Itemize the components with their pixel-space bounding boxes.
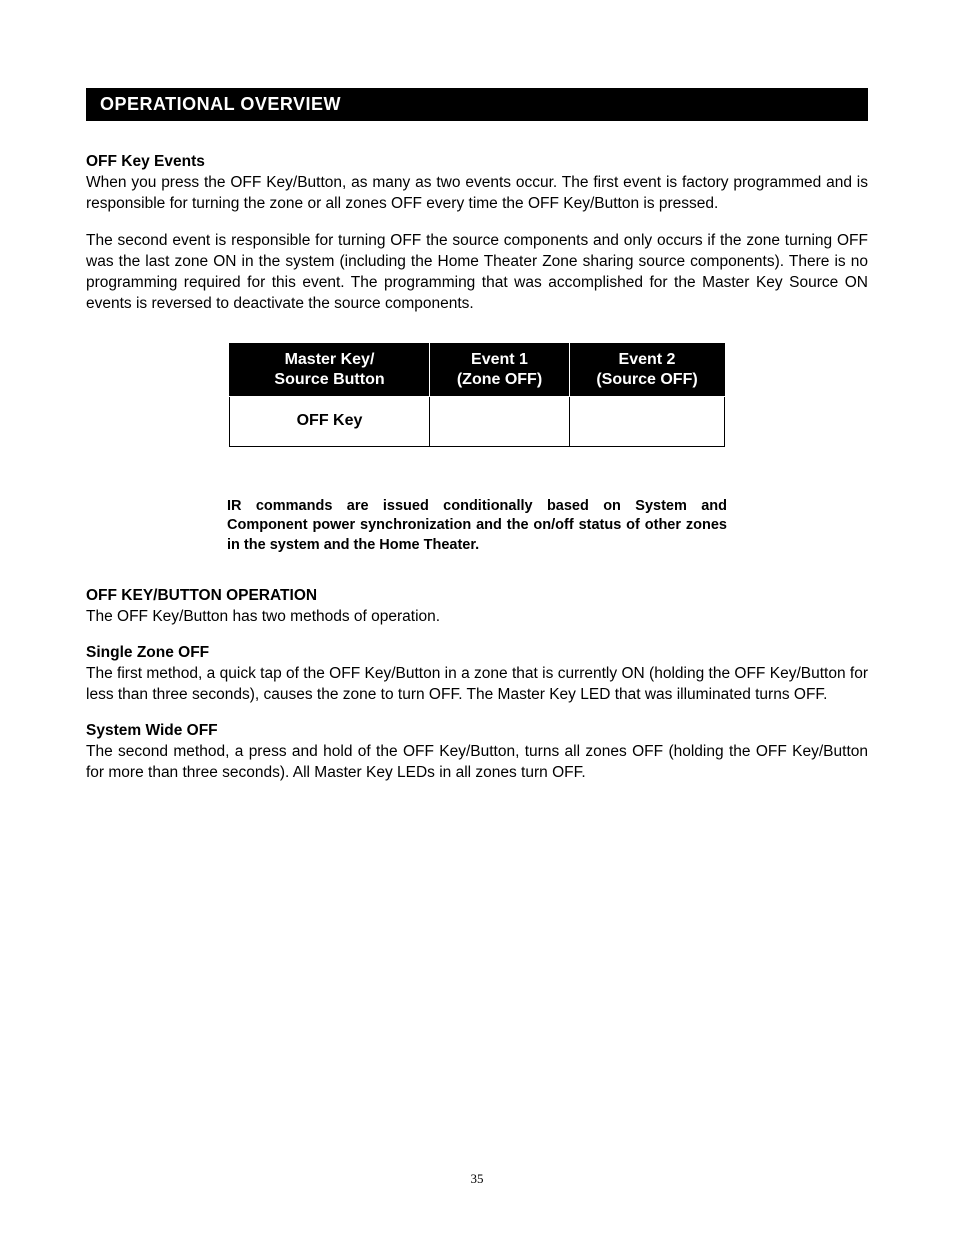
document-page: OPERATIONAL OVERVIEW OFF Key Events When… <box>0 0 954 1235</box>
table-header-masterkey-line1: Master Key/ <box>285 351 375 368</box>
off-key-button-operation-section: OFF KEY/BUTTON OPERATION The OFF Key/But… <box>86 587 868 628</box>
off-key-button-operation-p1: The OFF Key/Button has two methods of op… <box>86 607 868 628</box>
single-zone-off-heading: Single Zone OFF <box>86 644 868 662</box>
page-number: 35 <box>0 1171 954 1187</box>
system-wide-off-section: System Wide OFF The second method, a pre… <box>86 722 868 784</box>
table-header-event1-line2: (Zone OFF) <box>457 371 542 388</box>
off-key-events-p1: When you press the OFF Key/Button, as ma… <box>86 173 868 215</box>
table-header-event1: Event 1 (Zone OFF) <box>430 343 570 396</box>
system-wide-off-heading: System Wide OFF <box>86 722 868 740</box>
events-table: Master Key/ Source Button Event 1 (Zone … <box>229 343 725 447</box>
section-title-text: OPERATIONAL OVERVIEW <box>100 94 341 114</box>
ir-commands-note: IR commands are issued conditionally bas… <box>227 497 727 556</box>
table-cell-event2 <box>570 396 725 446</box>
table-header-masterkey-line2: Source Button <box>274 371 384 388</box>
single-zone-off-p1: The first method, a quick tap of the OFF… <box>86 664 868 706</box>
table-header-event2-line2: (Source OFF) <box>596 371 697 388</box>
table-header-masterkey: Master Key/ Source Button <box>230 343 430 396</box>
single-zone-off-section: Single Zone OFF The first method, a quic… <box>86 644 868 706</box>
table-header-event2-line1: Event 2 <box>619 351 676 368</box>
table-cell-offkey: OFF Key <box>230 396 430 446</box>
table-row: OFF Key <box>230 396 725 446</box>
table-header-row: Master Key/ Source Button Event 1 (Zone … <box>230 343 725 396</box>
off-key-events-heading: OFF Key Events <box>86 153 868 171</box>
table-header-event2: Event 2 (Source OFF) <box>570 343 725 396</box>
note-wrap: IR commands are issued conditionally bas… <box>86 497 868 556</box>
section-title-bar: OPERATIONAL OVERVIEW <box>86 88 868 121</box>
table-cell-event1 <box>430 396 570 446</box>
table-header-event1-line1: Event 1 <box>471 351 528 368</box>
off-key-events-section: OFF Key Events When you press the OFF Ke… <box>86 153 868 315</box>
off-key-button-operation-heading: OFF KEY/BUTTON OPERATION <box>86 587 868 605</box>
off-key-events-p2: The second event is responsible for turn… <box>86 231 868 315</box>
events-table-wrap: Master Key/ Source Button Event 1 (Zone … <box>86 343 868 447</box>
system-wide-off-p1: The second method, a press and hold of t… <box>86 742 868 784</box>
